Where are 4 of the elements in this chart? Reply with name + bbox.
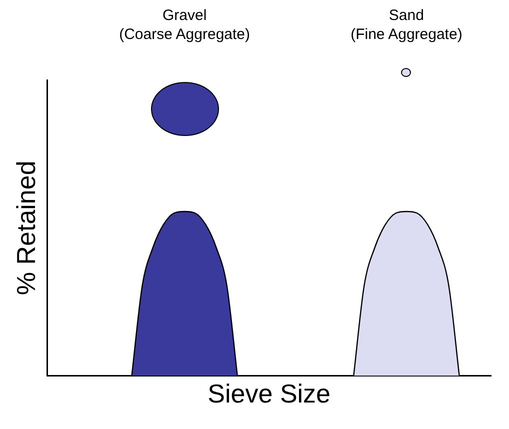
text: Sand (Fine Aggregate) xyxy=(350,6,464,44)
x-axis-title: Sieve Size xyxy=(208,378,331,409)
text: Gravel (Coarse Aggregate) xyxy=(118,6,252,44)
y-axis-title: % Retained xyxy=(10,160,41,296)
